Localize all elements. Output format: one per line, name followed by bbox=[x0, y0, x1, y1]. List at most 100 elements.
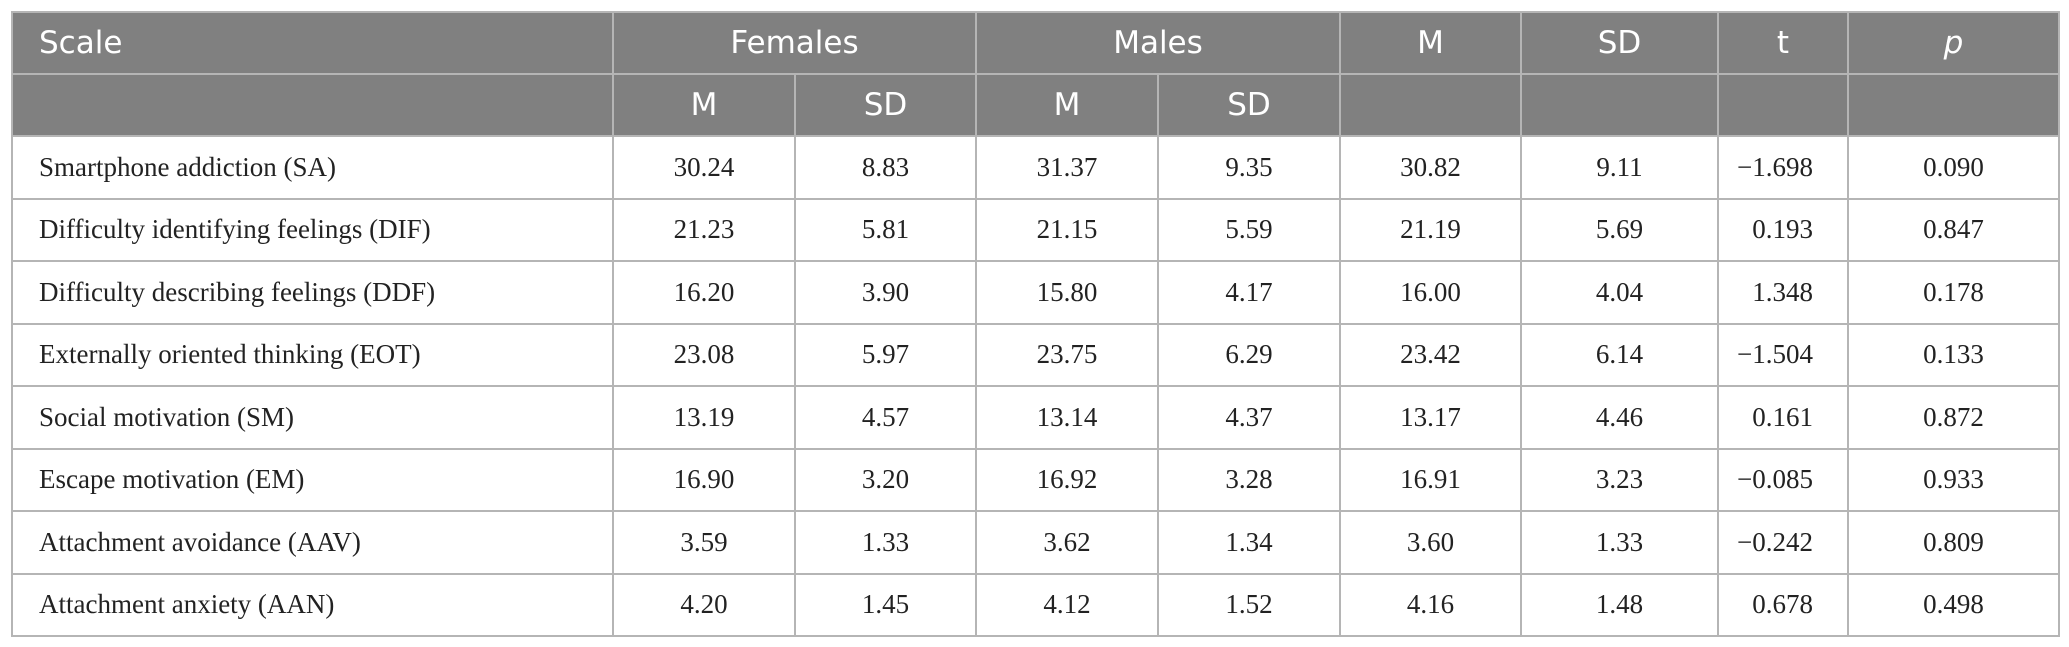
header-row-primary: Scale Females Males M SD t p bbox=[11, 11, 2060, 75]
cell-t: 1.348 bbox=[1717, 260, 1849, 325]
cell-females-m: 3.59 bbox=[612, 510, 796, 575]
cell-t: −1.504 bbox=[1717, 322, 1849, 387]
statistics-table: Scale Females Males M SD t p M SD M SD S bbox=[11, 11, 2060, 637]
cell-t: 0.161 bbox=[1717, 385, 1849, 450]
cell-females-m: 23.08 bbox=[612, 322, 796, 387]
cell-males-m: 13.14 bbox=[975, 385, 1159, 450]
cell-total-m: 30.82 bbox=[1339, 135, 1522, 200]
cell-total-sd: 3.23 bbox=[1520, 447, 1719, 512]
cell-males-m: 4.12 bbox=[975, 572, 1159, 637]
cell-p: 0.133 bbox=[1847, 322, 2060, 387]
cell-males-sd: 1.52 bbox=[1157, 572, 1341, 637]
cell-females-m: 13.19 bbox=[612, 385, 796, 450]
cell-males-m: 21.15 bbox=[975, 197, 1159, 262]
cell-scale: Attachment avoidance (AAV) bbox=[11, 510, 614, 575]
cell-total-sd: 5.69 bbox=[1520, 197, 1719, 262]
cell-males-sd: 1.34 bbox=[1157, 510, 1341, 575]
cell-females-sd: 8.83 bbox=[794, 135, 977, 200]
table-row: Social motivation (SM) 13.19 4.57 13.14 4.37… bbox=[11, 385, 2060, 450]
header-females: Females bbox=[612, 11, 977, 75]
table-row: Difficulty identifying feelings (DIF) 21.… bbox=[11, 197, 2060, 262]
cell-scale: Social motivation (SM) bbox=[11, 385, 614, 450]
cell-males-sd: 4.37 bbox=[1157, 385, 1341, 450]
table-row: Externally oriented thinking (EOT) 23.08 5… bbox=[11, 322, 2060, 387]
cell-t: 0.678 bbox=[1717, 572, 1849, 637]
header-m-empty bbox=[1339, 73, 1522, 137]
header-males-sd: SD bbox=[1157, 73, 1341, 137]
cell-males-sd: 4.17 bbox=[1157, 260, 1341, 325]
cell-p: 0.178 bbox=[1847, 260, 2060, 325]
cell-scale: Attachment anxiety (AAN) bbox=[11, 572, 614, 637]
header-t: t bbox=[1717, 11, 1849, 75]
cell-scale: Difficulty identifying feelings (DIF) bbox=[11, 197, 614, 262]
cell-females-m: 4.20 bbox=[612, 572, 796, 637]
table-body: Smartphone addiction (SA) 30.24 8.83 31.37 9… bbox=[11, 135, 2060, 637]
table-row: Escape motivation (EM) 16.90 3.20 16.92 3.28… bbox=[11, 447, 2060, 512]
table-row: Attachment anxiety (AAN) 4.20 1.45 4.12 1.52… bbox=[11, 572, 2060, 637]
cell-p: 0.847 bbox=[1847, 197, 2060, 262]
cell-p: 0.933 bbox=[1847, 447, 2060, 512]
cell-p: 0.809 bbox=[1847, 510, 2060, 575]
cell-total-sd: 6.14 bbox=[1520, 322, 1719, 387]
cell-females-sd: 1.45 bbox=[794, 572, 977, 637]
header-sd-empty bbox=[1520, 73, 1719, 137]
header-males-m: M bbox=[975, 73, 1159, 137]
header-males: Males bbox=[975, 11, 1341, 75]
cell-total-m: 23.42 bbox=[1339, 322, 1522, 387]
cell-p: 0.090 bbox=[1847, 135, 2060, 200]
cell-males-m: 15.80 bbox=[975, 260, 1159, 325]
table-row: Smartphone addiction (SA) 30.24 8.83 31.37 9… bbox=[11, 135, 2060, 200]
cell-t: −0.085 bbox=[1717, 447, 1849, 512]
header-sd: SD bbox=[1520, 11, 1719, 75]
cell-t: −1.698 bbox=[1717, 135, 1849, 200]
cell-p: 0.872 bbox=[1847, 385, 2060, 450]
cell-scale: Smartphone addiction (SA) bbox=[11, 135, 614, 200]
cell-total-m: 16.91 bbox=[1339, 447, 1522, 512]
cell-females-sd: 4.57 bbox=[794, 385, 977, 450]
header-m: M bbox=[1339, 11, 1522, 75]
cell-total-m: 4.16 bbox=[1339, 572, 1522, 637]
table-header: Scale Females Males M SD t p M SD M SD bbox=[11, 11, 2060, 137]
header-scale: Scale bbox=[11, 11, 614, 75]
cell-males-sd: 3.28 bbox=[1157, 447, 1341, 512]
cell-females-sd: 3.20 bbox=[794, 447, 977, 512]
cell-total-m: 3.60 bbox=[1339, 510, 1522, 575]
cell-scale: Externally oriented thinking (EOT) bbox=[11, 322, 614, 387]
cell-females-sd: 5.81 bbox=[794, 197, 977, 262]
table-row: Attachment avoidance (AAV) 3.59 1.33 3.62 1.… bbox=[11, 510, 2060, 575]
cell-males-m: 16.92 bbox=[975, 447, 1159, 512]
cell-females-m: 16.20 bbox=[612, 260, 796, 325]
table-row: Difficulty describing feelings (DDF) 16.2… bbox=[11, 260, 2060, 325]
header-p: p bbox=[1847, 11, 2060, 75]
cell-males-sd: 9.35 bbox=[1157, 135, 1341, 200]
cell-females-m: 30.24 bbox=[612, 135, 796, 200]
cell-males-m: 31.37 bbox=[975, 135, 1159, 200]
cell-t: 0.193 bbox=[1717, 197, 1849, 262]
cell-females-sd: 3.90 bbox=[794, 260, 977, 325]
header-scale-empty bbox=[11, 73, 614, 137]
cell-males-m: 23.75 bbox=[975, 322, 1159, 387]
cell-males-m: 3.62 bbox=[975, 510, 1159, 575]
cell-scale: Escape motivation (EM) bbox=[11, 447, 614, 512]
cell-females-m: 21.23 bbox=[612, 197, 796, 262]
cell-males-sd: 6.29 bbox=[1157, 322, 1341, 387]
cell-total-sd: 1.48 bbox=[1520, 572, 1719, 637]
header-t-empty bbox=[1717, 73, 1849, 137]
cell-total-m: 16.00 bbox=[1339, 260, 1522, 325]
header-females-sd: SD bbox=[794, 73, 977, 137]
cell-total-sd: 1.33 bbox=[1520, 510, 1719, 575]
cell-total-m: 13.17 bbox=[1339, 385, 1522, 450]
header-p-empty bbox=[1847, 73, 2060, 137]
cell-males-sd: 5.59 bbox=[1157, 197, 1341, 262]
header-row-secondary: M SD M SD bbox=[11, 73, 2060, 137]
header-females-m: M bbox=[612, 73, 796, 137]
cell-scale: Difficulty describing feelings (DDF) bbox=[11, 260, 614, 325]
cell-p: 0.498 bbox=[1847, 572, 2060, 637]
cell-total-sd: 4.04 bbox=[1520, 260, 1719, 325]
cell-total-m: 21.19 bbox=[1339, 197, 1522, 262]
cell-females-m: 16.90 bbox=[612, 447, 796, 512]
data-table-container: Scale Females Males M SD t p M SD M SD S bbox=[11, 11, 2060, 637]
cell-total-sd: 4.46 bbox=[1520, 385, 1719, 450]
cell-females-sd: 1.33 bbox=[794, 510, 977, 575]
cell-t: −0.242 bbox=[1717, 510, 1849, 575]
